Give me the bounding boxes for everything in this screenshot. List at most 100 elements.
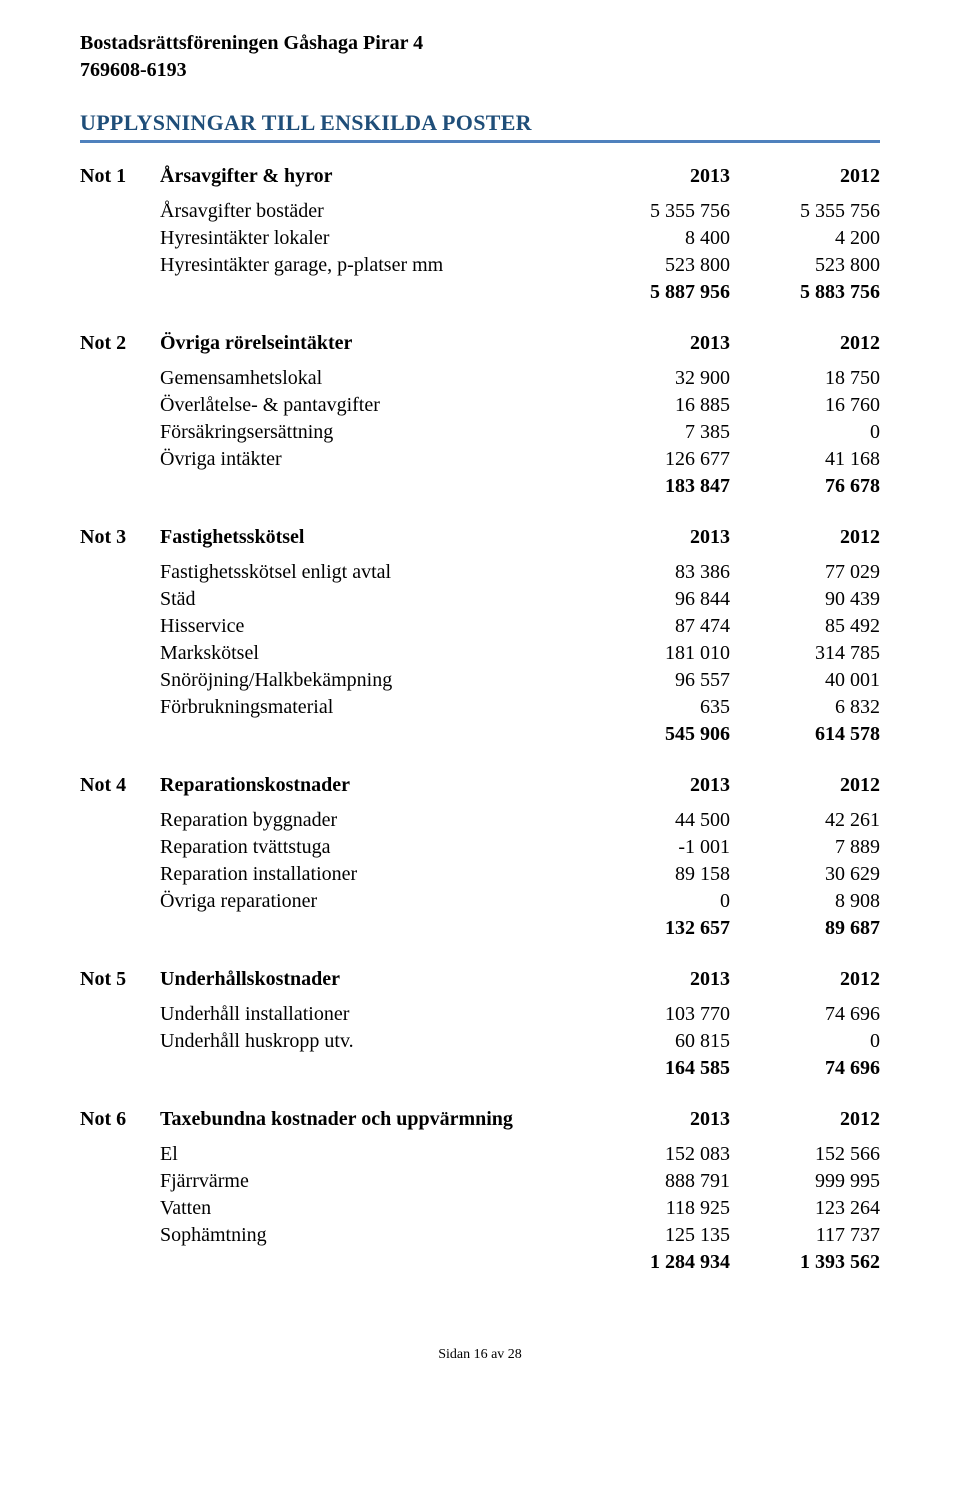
notes-container: Not 1Årsavgifter & hyror20132012 Årsavgif… — [80, 163, 880, 1276]
note-id: Not 6 — [80, 1106, 160, 1133]
org-id: 769608-6193 — [80, 57, 880, 84]
data-row: El152 083152 566 — [80, 1141, 880, 1168]
row-value-1: 96 844 — [580, 586, 730, 613]
row-value-2: 40 001 — [730, 667, 880, 694]
row-value-1: 8 400 — [580, 225, 730, 252]
note-header-row: Not 5Underhållskostnader20132012 — [80, 966, 880, 993]
row-label: Övriga intäkter — [160, 446, 580, 473]
data-row: Fjärrvärme888 791999 995 — [80, 1168, 880, 1195]
row-value-1: 152 083 — [580, 1141, 730, 1168]
row-label: Årsavgifter bostäder — [160, 198, 580, 225]
data-row: Sophämtning125 135117 737 — [80, 1222, 880, 1249]
row-value-1: 60 815 — [580, 1028, 730, 1055]
row-label: Städ — [160, 586, 580, 613]
note-header-row: Not 6Taxebundna kostnader och uppvärmnin… — [80, 1106, 880, 1133]
row-value-1: -1 001 — [580, 834, 730, 861]
note-title: Taxebundna kostnader och uppvärmning — [160, 1106, 580, 1133]
note-block: Not 2Övriga rörelseintäkter20132012 Gemen… — [80, 330, 880, 500]
data-row: Hisservice87 47485 492 — [80, 613, 880, 640]
note-year-2: 2012 — [730, 1106, 880, 1133]
row-label: Övriga reparationer — [160, 888, 580, 915]
row-label: Överlåtelse- & pantavgifter — [160, 392, 580, 419]
data-row: Överlåtelse- & pantavgifter16 88516 760 — [80, 392, 880, 419]
row-label: Reparation tvättstuga — [160, 834, 580, 861]
data-row: Reparation tvättstuga-1 0017 889 — [80, 834, 880, 861]
note-id: Not 2 — [80, 330, 160, 357]
note-header-row: Not 4Reparationskostnader20132012 — [80, 772, 880, 799]
note-title: Reparationskostnader — [160, 772, 580, 799]
total-row: 1 284 9341 393 562 — [80, 1249, 880, 1276]
row-label: Fjärrvärme — [160, 1168, 580, 1195]
row-value-2: 77 029 — [730, 559, 880, 586]
total-value-2: 5 883 756 — [730, 279, 880, 306]
row-value-2: 85 492 — [730, 613, 880, 640]
note-header-row: Not 2Övriga rörelseintäkter20132012 — [80, 330, 880, 357]
row-label: Vatten — [160, 1195, 580, 1222]
note-year-2: 2012 — [730, 163, 880, 190]
row-value-2: 0 — [730, 1028, 880, 1055]
note-block: Not 5Underhållskostnader20132012Underhål… — [80, 966, 880, 1082]
row-value-2: 30 629 — [730, 861, 880, 888]
row-value-1: 7 385 — [580, 419, 730, 446]
note-block: Not 6Taxebundna kostnader och uppvärmnin… — [80, 1106, 880, 1276]
section-title: UPPLYSNINGAR TILL ENSKILDA POSTER — [80, 108, 880, 143]
row-label: Reparation byggnader — [160, 807, 580, 834]
data-row: Övriga intäkter126 67741 168 — [80, 446, 880, 473]
note-title: Underhållskostnader — [160, 966, 580, 993]
note-id: Not 3 — [80, 524, 160, 551]
note-id: Not 4 — [80, 772, 160, 799]
total-value-1: 132 657 — [580, 915, 730, 942]
row-label: Hyresintäkter garage, p-platser mm — [160, 252, 580, 279]
total-value-1: 164 585 — [580, 1055, 730, 1082]
note-block: Not 4Reparationskostnader20132012Reparat… — [80, 772, 880, 942]
row-value-1: 5 355 756 — [580, 198, 730, 225]
row-value-1: 118 925 — [580, 1195, 730, 1222]
row-value-2: 7 889 — [730, 834, 880, 861]
row-value-2: 41 168 — [730, 446, 880, 473]
note-block: Not 1Årsavgifter & hyror20132012 Årsavgif… — [80, 163, 880, 306]
row-label: Fastighetsskötsel enligt avtal — [160, 559, 580, 586]
row-value-2: 4 200 — [730, 225, 880, 252]
total-row: 164 58574 696 — [80, 1055, 880, 1082]
page-footer: Sidan 16 av 28 — [80, 1346, 880, 1365]
total-row: 132 65789 687 — [80, 915, 880, 942]
row-value-1: 635 — [580, 694, 730, 721]
row-label: Reparation installationer — [160, 861, 580, 888]
note-year-2: 2012 — [730, 524, 880, 551]
note-year-2: 2012 — [730, 772, 880, 799]
row-value-2: 8 908 — [730, 888, 880, 915]
org-header: Bostadsrättsföreningen Gåshaga Pirar 4 7… — [80, 30, 880, 84]
row-label: Snöröjning/Halkbekämpning — [160, 667, 580, 694]
total-row: 545 906614 578 — [80, 721, 880, 748]
row-value-2: 74 696 — [730, 1001, 880, 1028]
row-value-1: 126 677 — [580, 446, 730, 473]
row-value-2: 117 737 — [730, 1222, 880, 1249]
data-row: Underhåll huskropp utv.60 8150 — [80, 1028, 880, 1055]
row-value-1: 0 — [580, 888, 730, 915]
row-value-1: 89 158 — [580, 861, 730, 888]
total-value-2: 614 578 — [730, 721, 880, 748]
row-label: Underhåll installationer — [160, 1001, 580, 1028]
row-value-1: 44 500 — [580, 807, 730, 834]
data-row: Markskötsel181 010314 785 — [80, 640, 880, 667]
total-value-1: 1 284 934 — [580, 1249, 730, 1276]
note-year-1: 2013 — [580, 163, 730, 190]
note-header-row: Not 1Årsavgifter & hyror20132012 — [80, 163, 880, 190]
row-label: Gemensamhetslokal — [160, 365, 580, 392]
data-row: Städ96 84490 439 — [80, 586, 880, 613]
note-title: Övriga rörelseintäkter — [160, 330, 580, 357]
row-value-1: 96 557 — [580, 667, 730, 694]
row-label: Markskötsel — [160, 640, 580, 667]
row-value-1: 888 791 — [580, 1168, 730, 1195]
row-value-1: 83 386 — [580, 559, 730, 586]
row-value-2: 314 785 — [730, 640, 880, 667]
data-row: Försäkringsersättning7 3850 — [80, 419, 880, 446]
row-label: Försäkringsersättning — [160, 419, 580, 446]
note-block: Not 3Fastighetsskötsel20132012Fastighets… — [80, 524, 880, 748]
note-year-1: 2013 — [580, 330, 730, 357]
row-value-2: 152 566 — [730, 1141, 880, 1168]
total-value-1: 183 847 — [580, 473, 730, 500]
note-year-2: 2012 — [730, 966, 880, 993]
row-value-2: 999 995 — [730, 1168, 880, 1195]
total-value-1: 545 906 — [580, 721, 730, 748]
